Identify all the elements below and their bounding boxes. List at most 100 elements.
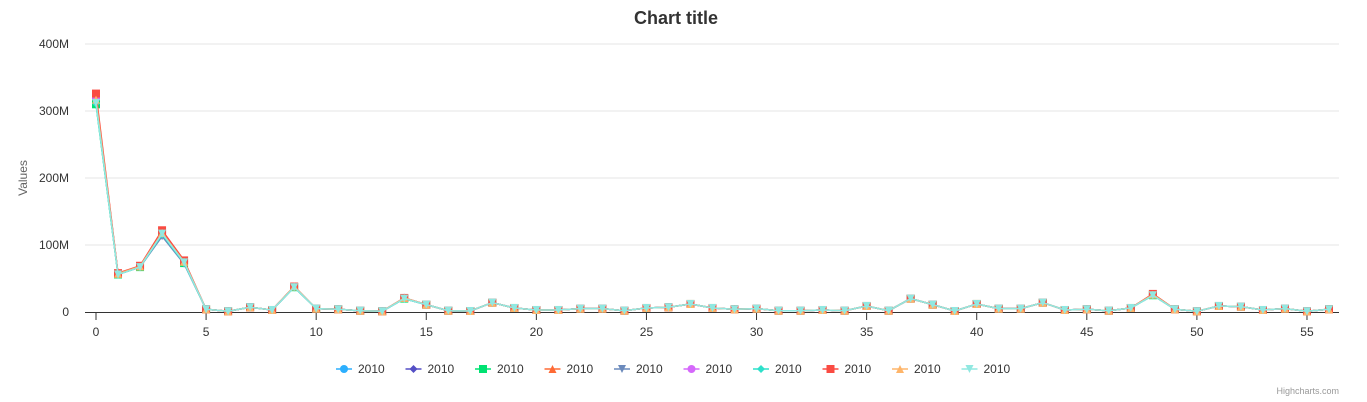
series-group [92,89,1333,316]
data-point[interactable] [554,305,563,314]
legend-marker [687,365,696,373]
data-point[interactable] [422,300,431,309]
legend-label: 2010 [636,362,663,376]
legend[interactable]: 2010 2010 2010 2010 2010 2010 2010 2010 2010 2010 [336,362,1011,376]
x-tick-label: 35 [860,325,874,339]
data-point[interactable] [994,304,1003,313]
data-point[interactable] [1038,298,1047,307]
x-tick-label: 40 [970,325,984,339]
x-tick-label: 30 [750,325,764,339]
data-point[interactable] [180,258,189,267]
legend-item[interactable]: 2010 [683,362,733,376]
data-point[interactable] [928,300,937,309]
data-point[interactable] [664,303,673,312]
legend-item[interactable]: 2010 [336,362,385,376]
data-point[interactable] [92,98,100,107]
data-point[interactable] [334,305,343,314]
data-point[interactable] [1170,305,1179,314]
legend-marker [826,365,835,373]
legend-item[interactable]: 2010 [961,362,1011,376]
data-point[interactable] [972,299,981,308]
data-point[interactable] [466,306,475,315]
legend-label: 2010 [775,362,802,376]
legend-label: 2010 [567,362,594,376]
data-point[interactable] [378,307,387,316]
data-point[interactable] [950,306,959,315]
legend-marker [618,365,626,373]
y-tick-label: 200M [39,171,69,185]
data-point[interactable] [774,306,783,315]
data-point[interactable] [1082,305,1091,314]
legend-item[interactable]: 2010 [892,362,941,376]
legend-item[interactable]: 2010 [405,362,455,376]
data-point[interactable] [1104,306,1113,315]
data-point[interactable] [620,306,629,315]
data-point[interactable] [686,299,695,308]
data-point[interactable] [598,304,607,313]
data-point[interactable] [840,306,849,315]
legend-item[interactable]: 2010 [753,362,802,376]
data-point[interactable] [158,229,167,238]
data-point[interactable] [400,294,409,303]
data-point[interactable] [312,304,321,313]
data-point[interactable] [290,283,299,292]
legend-label: 2010 [845,362,872,376]
data-point[interactable] [796,306,805,315]
data-point[interactable] [1280,304,1289,313]
data-point[interactable] [1060,305,1069,314]
data-point[interactable] [510,303,519,312]
data-point[interactable] [1126,303,1135,312]
data-point[interactable] [906,294,915,303]
data-point[interactable] [1236,302,1245,311]
y-tick-label: 400M [39,37,69,51]
data-point[interactable] [1192,307,1201,316]
data-point[interactable] [730,305,739,314]
data-point[interactable] [1302,307,1311,316]
legend-item[interactable]: 2010 [475,362,524,376]
data-point[interactable] [862,301,871,310]
legend-label: 2010 [358,362,385,376]
data-point[interactable] [444,306,453,315]
x-tick-label: 5 [203,325,210,339]
data-point[interactable] [1325,305,1333,314]
legend-item[interactable]: 2010 [614,362,663,376]
data-point[interactable] [884,306,893,315]
data-point[interactable] [1016,304,1025,313]
data-point[interactable] [224,307,233,316]
data-point[interactable] [268,305,277,314]
data-point[interactable] [642,303,651,312]
data-point[interactable] [246,303,255,312]
legend-item[interactable]: 2010 [544,362,594,376]
credits-link[interactable]: Highcharts.com [1276,386,1339,396]
data-point[interactable] [752,304,761,313]
data-point[interactable] [1214,301,1223,310]
x-tick-label: 10 [309,325,323,339]
x-tick-label: 50 [1190,325,1204,339]
data-point[interactable] [708,303,717,312]
data-point[interactable] [576,304,585,313]
data-point[interactable] [114,270,123,279]
data-point[interactable] [136,263,145,272]
x-tick-label: 55 [1300,325,1314,339]
legend-label: 2010 [984,362,1011,376]
y-tick-label: 0 [62,305,69,319]
data-point[interactable] [356,306,365,315]
chart-title: Chart title [634,8,718,28]
x-tick-label: 0 [93,325,100,339]
legend-marker [479,365,487,373]
data-point[interactable] [532,305,541,314]
data-point[interactable] [202,305,211,314]
legend-marker [757,365,765,373]
data-point[interactable] [818,305,827,314]
legend-item[interactable]: 2010 [822,362,872,376]
data-point[interactable] [1258,305,1267,314]
data-point[interactable] [92,89,100,98]
data-point[interactable] [488,298,497,307]
data-point[interactable] [1148,291,1157,300]
y-axis: 0 100M 200M 300M 400M [39,37,69,319]
legend-marker [965,365,974,373]
legend-marker [409,365,418,373]
